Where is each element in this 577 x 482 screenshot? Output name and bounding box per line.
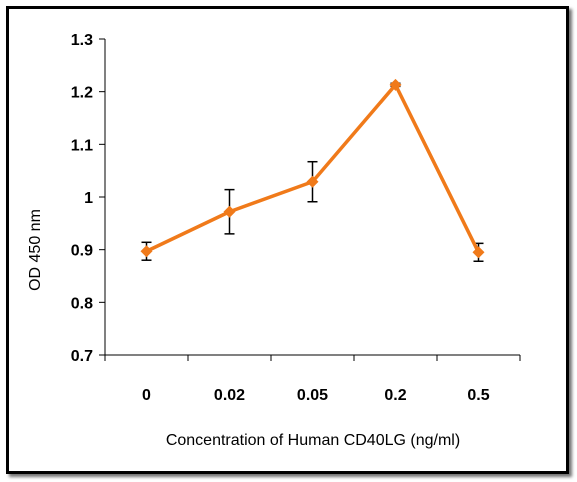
x-axis-title: Concentration of Human CD40LG (ng/ml) (166, 432, 460, 449)
chart-frame (6, 6, 569, 474)
y-tick-label: 1 (84, 190, 93, 207)
y-tick-labels: 0.7 0.8 0.9 1 1.1 1.2 1.3 (71, 32, 93, 365)
data-point (389, 78, 402, 91)
chart-axes (99, 38, 521, 361)
y-axis-title: OD 450 nm (27, 209, 44, 291)
x-tick-label: 0.05 (297, 387, 328, 404)
y-tick-label: 1.2 (71, 85, 93, 102)
error-bars (141, 82, 484, 263)
data-point (306, 175, 319, 188)
data-point (140, 245, 153, 258)
y-tick-label: 0.9 (71, 243, 93, 260)
x-tick-label: 0.2 (384, 387, 406, 404)
data-point (472, 246, 485, 259)
data-point (223, 205, 236, 218)
y-tick-label: 0.8 (71, 295, 93, 312)
x-tick-labels: 0 0.02 0.05 0.2 0.5 (142, 387, 490, 404)
x-tick-label: 0 (142, 387, 151, 404)
data-series (140, 78, 485, 259)
y-tick-label: 0.7 (71, 348, 93, 365)
x-tick-label: 0.02 (214, 387, 245, 404)
x-tick-label: 0.5 (467, 387, 489, 404)
y-tick-label: 1.3 (71, 32, 93, 49)
y-tick-label: 1.1 (71, 137, 93, 154)
